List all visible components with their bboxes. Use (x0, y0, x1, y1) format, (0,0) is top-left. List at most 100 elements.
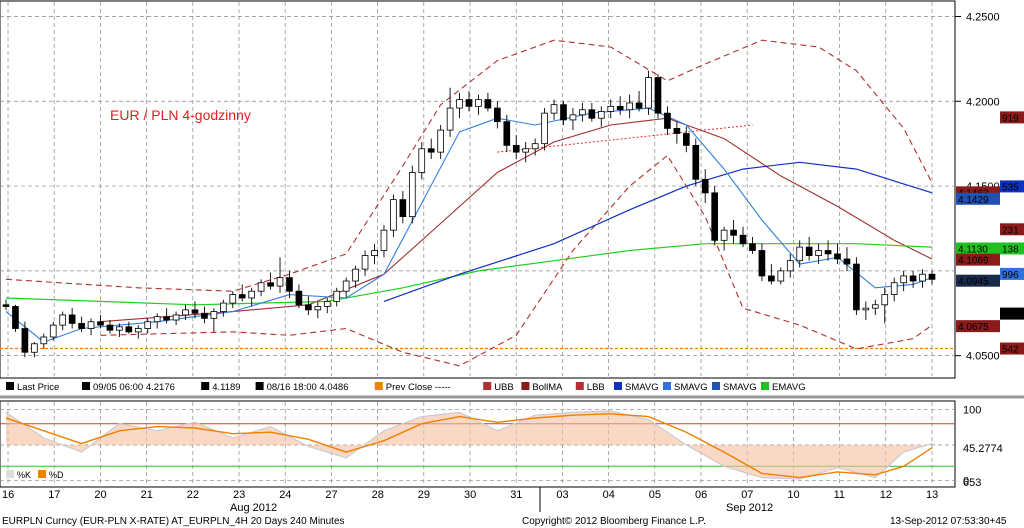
candle-up (134, 328, 142, 333)
value-tag (1000, 242, 1024, 255)
candle-up (437, 129, 444, 153)
candle-up (569, 114, 577, 121)
price-panel-frame (0, 0, 956, 379)
value-tag (956, 274, 1000, 287)
candle-up (597, 111, 605, 119)
legend-swatch (255, 382, 264, 390)
candle-down (12, 306, 19, 329)
candle-up (890, 282, 898, 295)
value-tag-label: 535 (1002, 182, 1019, 193)
candle-down (427, 148, 435, 153)
x-day-label: 20 (94, 489, 106, 501)
candle-up (607, 105, 615, 112)
candle-down (616, 105, 624, 111)
candle-down (664, 112, 671, 129)
candle-up (361, 255, 369, 270)
candle-up (380, 229, 388, 251)
candle-up (172, 314, 180, 321)
candle-down (78, 323, 85, 329)
oscillator-legend-label: %D (49, 470, 64, 480)
value-tag-label: 4.1069 (958, 256, 989, 267)
candle-down (758, 250, 766, 277)
candle-down (494, 107, 501, 123)
footer: EURPLN Curncy (EUR-PLN X-RATE) AT_EURPLN… (2, 516, 1007, 527)
x-day-label: 03 (556, 489, 568, 501)
price-tick-label: 4.0500 (966, 351, 1000, 363)
value-tag (1000, 307, 1024, 320)
candle-down (560, 104, 567, 121)
candle-down (749, 243, 756, 251)
candle-up (40, 336, 48, 345)
value-tag (1000, 223, 1024, 236)
candle-down (163, 316, 170, 321)
x-day-label: 04 (603, 489, 615, 501)
legend-swatch (712, 382, 720, 390)
candle-up (919, 273, 926, 282)
candle-up (342, 280, 350, 292)
candle-down (295, 290, 303, 306)
candle-down (305, 304, 312, 311)
x-day-label: 28 (372, 489, 384, 501)
candle-up (276, 277, 284, 287)
legend-swatch (663, 382, 671, 390)
candle-up (333, 290, 341, 302)
value-tag-label: 542 (1002, 345, 1019, 356)
candle-down (928, 273, 936, 280)
candle-up (786, 260, 794, 272)
candle-down (286, 277, 293, 292)
oscillator-k-line (5, 410, 933, 480)
candle-up (900, 275, 907, 284)
candle-up (777, 270, 785, 282)
legend-swatch (374, 382, 383, 390)
candle-down (730, 229, 737, 236)
x-day-label: 16 (2, 489, 14, 501)
x-day-label: 21 (141, 489, 153, 501)
x-month-label: Aug 2012 (230, 502, 277, 514)
legend-label: Last Price (17, 382, 59, 393)
candle-up (59, 314, 67, 326)
legend-label: UBB (494, 382, 514, 393)
candle-up (229, 294, 237, 304)
candle-down (512, 144, 520, 153)
oscillator-legend-swatch (6, 470, 14, 478)
value-tag-label: 4.0945 (958, 277, 989, 288)
x-axis: 16 17 20 21 22 23 24 27 28 29 30 31 03 04 05 06 07 10 11 12… (2, 489, 938, 514)
candle-up (371, 250, 378, 256)
x-day-label: 12 (880, 489, 892, 501)
x-day-label: 24 (279, 489, 291, 501)
candle-up (645, 77, 652, 109)
candle-up (390, 199, 397, 231)
value-tag (1000, 267, 1024, 280)
bollinger-lower (100, 154, 933, 367)
candle-down (125, 326, 133, 333)
candle-up (408, 172, 416, 217)
footer-security-label: EURPLN Curncy (EUR-PLN X-RATE) AT_EURPLN… (2, 516, 345, 527)
value-tag (956, 242, 1000, 255)
candle-up (248, 290, 256, 299)
candle-down (692, 144, 700, 180)
candle-up (219, 302, 227, 312)
candle-up (182, 309, 189, 316)
legend-label: SMAVG (625, 382, 659, 393)
oscillator-panel: 100 0 45.2774 653 %K %D (0, 405, 1003, 489)
candle-down (682, 133, 690, 146)
candle-down (267, 282, 274, 287)
candle-up (144, 321, 152, 329)
oscillator-value-tag: 45.2774 (963, 443, 1003, 455)
oscillator-legend-swatch (38, 470, 46, 478)
x-day-label: 27 (325, 489, 337, 501)
value-tag (1000, 111, 1024, 124)
candle-up (87, 321, 95, 329)
legend-swatch (82, 382, 90, 390)
candle-up (626, 102, 633, 111)
legend-swatch (483, 382, 492, 390)
value-tag (956, 192, 1000, 205)
legend-swatch (521, 382, 530, 390)
candle-up (116, 326, 123, 331)
x-day-label: 06 (695, 489, 707, 501)
candle-up (550, 104, 558, 114)
x-day-label: 22 (187, 489, 199, 501)
candles (2, 70, 936, 358)
x-day-label: 29 (418, 489, 430, 501)
oscillator-k-fill (6, 411, 932, 479)
